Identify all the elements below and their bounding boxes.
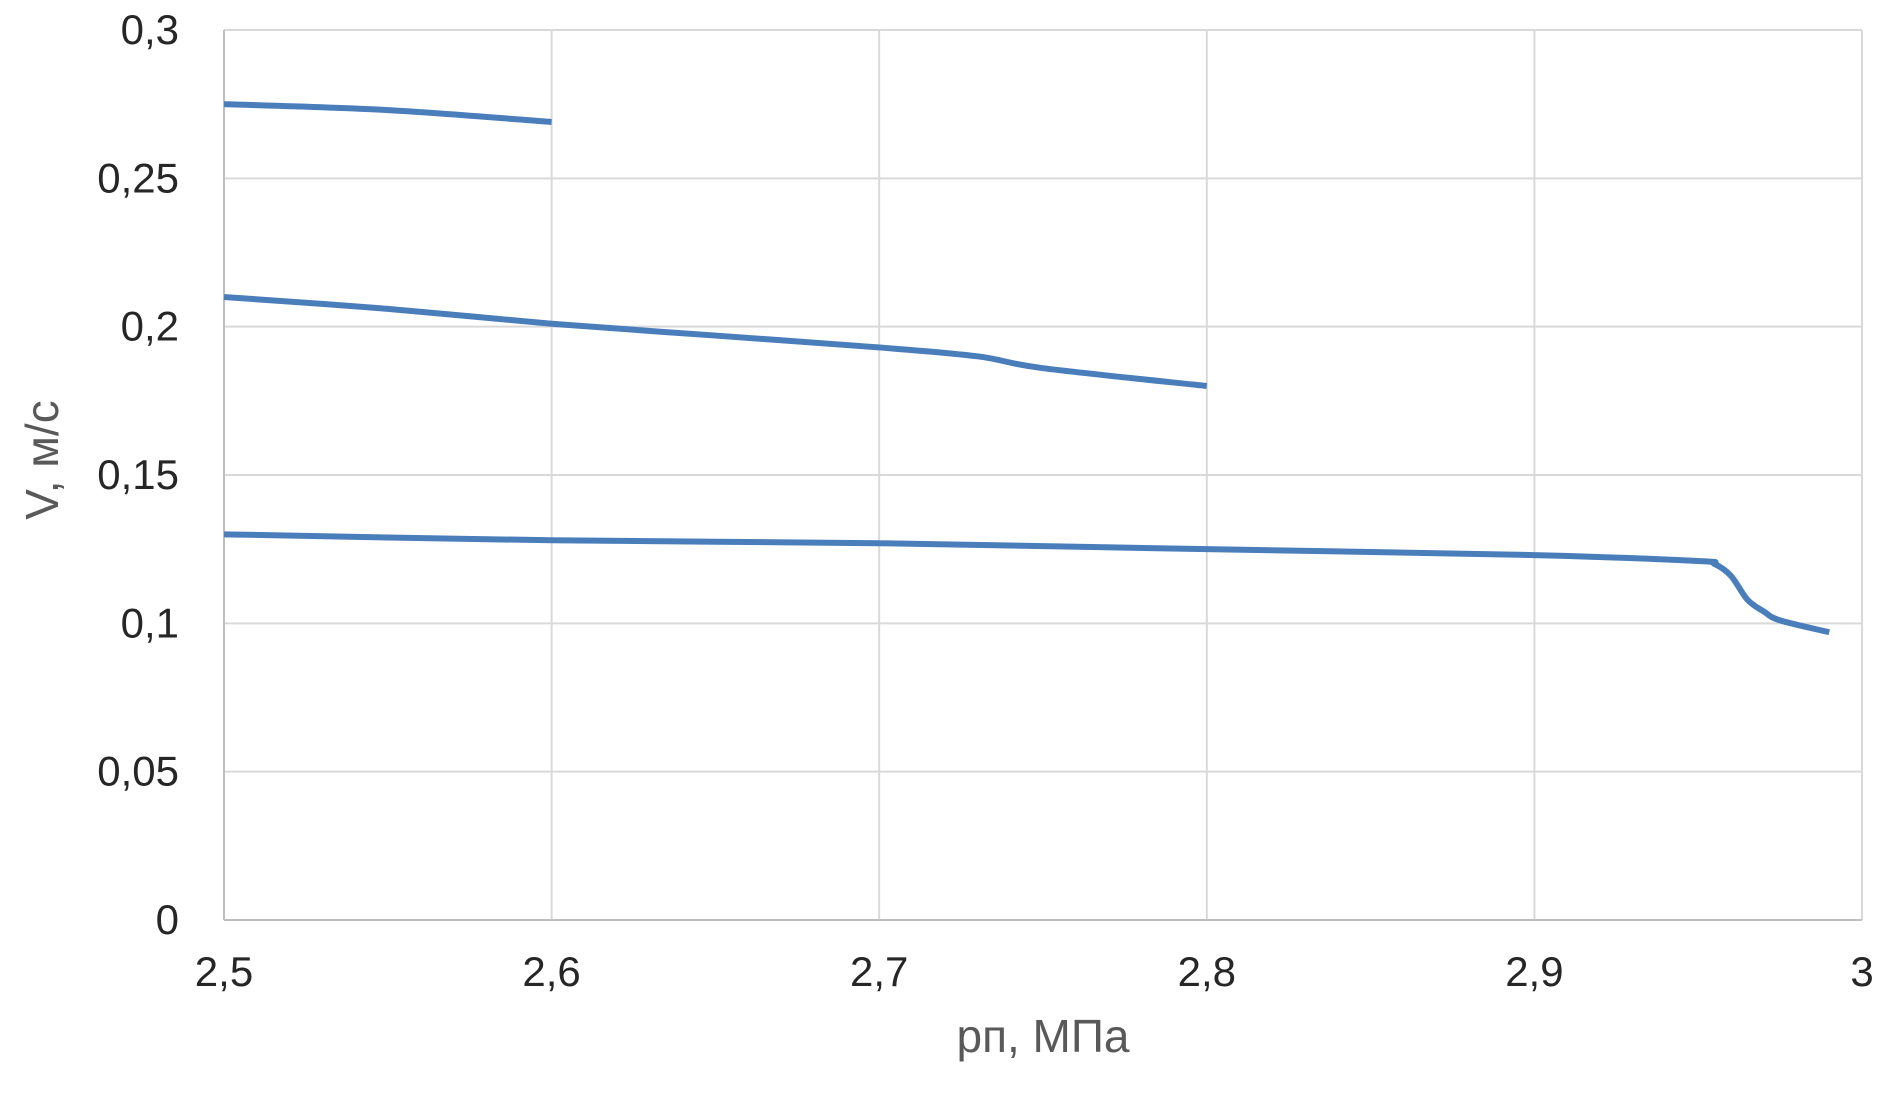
- x-tick-label: 2,9: [1505, 948, 1563, 995]
- x-tick-label: 2,5: [195, 948, 253, 995]
- y-tick-label: 0,15: [97, 451, 179, 498]
- y-tick-label: 0,3: [121, 6, 179, 53]
- series-line-3: [223, 531, 1830, 636]
- y-tick-label: 0,05: [97, 748, 179, 795]
- grid: [224, 29, 1863, 920]
- x-tick-label: 3: [1850, 948, 1873, 995]
- x-tick-label: 2,8: [1178, 948, 1236, 995]
- series-group: [223, 101, 1830, 636]
- y-tick-label: 0,25: [97, 154, 179, 201]
- y-tick-label: 0: [156, 896, 179, 943]
- x-axis-title: pп, МПа: [956, 1010, 1129, 1062]
- y-tick-label: 0,2: [121, 303, 179, 350]
- axes: [223, 30, 1862, 921]
- y-axis-title: V, м/с: [16, 400, 68, 519]
- x-tick-labels: 2,5 2,6 2,7 2,8 2,9 3: [195, 948, 1874, 995]
- y-tick-labels: 0 0,05 0,1 0,15 0,2 0,25 0,3: [97, 6, 179, 943]
- series-line-2: [223, 294, 1208, 389]
- series-line-1: [223, 101, 552, 125]
- x-tick-label: 2,7: [850, 948, 908, 995]
- y-tick-label: 0,1: [121, 599, 179, 646]
- x-tick-label: 2,6: [522, 948, 580, 995]
